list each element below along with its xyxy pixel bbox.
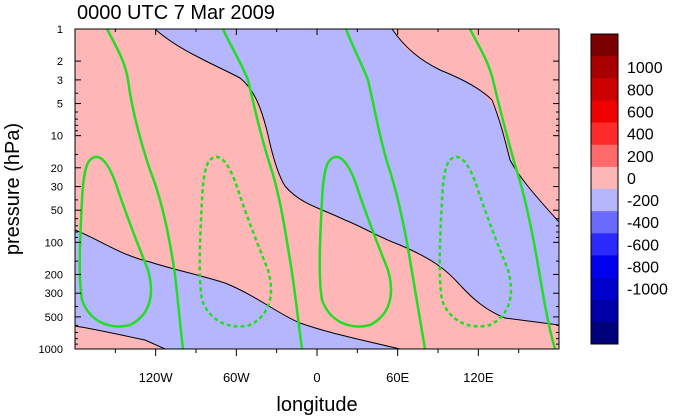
- x-axis-label: longitude: [276, 394, 357, 416]
- plot-area: [75, 29, 559, 349]
- green-contour-2: [221, 29, 304, 349]
- y-tick-label: 50: [51, 205, 63, 217]
- zero-contour-3: [75, 325, 166, 349]
- y-tick-label: 1: [57, 24, 63, 36]
- positive-region-bottom-left: [75, 326, 165, 349]
- green-loop-2: [318, 155, 393, 328]
- colorbar-label: 600: [627, 105, 654, 122]
- negative-region-lower-band: [75, 230, 400, 349]
- colorbar-swatch: [591, 122, 618, 146]
- x-tick-label: 0: [313, 370, 320, 385]
- y-tick-label: 1000: [39, 344, 63, 356]
- positive-region-upper-right: [392, 29, 559, 222]
- y-axis-label: pressure (hPa): [2, 123, 24, 255]
- colorbar-label: 400: [627, 127, 654, 144]
- y-tick-label: 3: [57, 75, 63, 87]
- chart-title: 0000 UTC 7 Mar 2009: [77, 2, 275, 24]
- green-contour-4: [468, 29, 557, 349]
- y-tick-label: 10: [51, 131, 63, 143]
- colorbar-frame: [590, 33, 619, 345]
- colorbar-swatch: [591, 321, 618, 345]
- colorbar-swatch: [591, 56, 618, 79]
- colorbar-swatch: [591, 34, 618, 57]
- colorbar-label: -200: [627, 193, 659, 210]
- colorbar-swatch: [591, 277, 618, 301]
- green-dashed-loop-1: [198, 155, 273, 328]
- x-tick-label: 60E: [386, 370, 409, 385]
- positive-region-upper-left: [75, 29, 559, 349]
- y-tick-label: 30: [51, 182, 63, 194]
- colorbar-label: 1000: [627, 60, 663, 77]
- colorbar-swatch: [591, 299, 618, 323]
- x-tick-label: 60W: [223, 370, 250, 385]
- colorbar: 1000 800 600 400 200 0 -200 -400 -600 -800 -1000: [590, 33, 668, 345]
- green-dashed-loop-2: [438, 155, 513, 328]
- colorbar-label: 0: [627, 171, 636, 188]
- colorbar-swatch: [591, 211, 618, 234]
- zero-contour-1: [154, 29, 559, 326]
- y-tick-label: 20: [51, 163, 63, 175]
- colorbar-label: -800: [627, 260, 659, 277]
- colorbar-label: 800: [627, 82, 654, 99]
- colorbar-label: -1000: [627, 282, 668, 299]
- colorbar-swatch: [591, 144, 618, 168]
- y-axis: 1 2 3 5 10 20 30 50 100 200 300 500 1000: [39, 24, 559, 356]
- colorbar-swatch: [591, 166, 618, 190]
- colorbar-swatch: [591, 189, 618, 212]
- zero-contour-4: [391, 29, 559, 223]
- y-tick-label: 2: [57, 56, 63, 68]
- x-tick-label: 120E: [463, 370, 494, 385]
- y-tick-label: 100: [45, 237, 63, 249]
- zero-contours: [75, 29, 559, 349]
- green-contour-1: [105, 29, 185, 349]
- colorbar-label: -400: [627, 215, 659, 232]
- y-tick-label: 5: [57, 99, 63, 111]
- y-tick-label: 300: [45, 288, 63, 300]
- x-tick-label: 120W: [139, 370, 174, 385]
- zero-contour-2: [75, 229, 401, 349]
- green-loop-1: [78, 155, 153, 328]
- colorbar-swatch: [591, 100, 618, 123]
- y-tick-label: 200: [45, 269, 63, 281]
- overlay-contours: [78, 29, 557, 349]
- colorbar-swatch: [591, 233, 618, 256]
- colorbar-label: 200: [627, 149, 654, 166]
- colorbar-label: -600: [627, 237, 659, 254]
- colorbar-swatch: [591, 78, 618, 101]
- x-axis: 120W 60W 0 60E 120E: [114, 29, 520, 385]
- colorbar-swatch: [591, 255, 618, 278]
- y-tick-label: 500: [45, 312, 63, 324]
- green-contour-3: [344, 29, 427, 349]
